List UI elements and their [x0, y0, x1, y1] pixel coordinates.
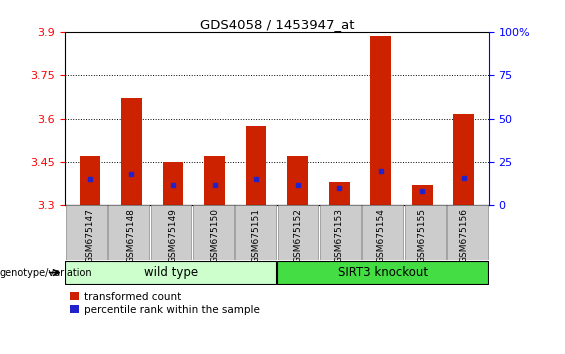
Bar — [108, 205, 149, 260]
Bar — [277, 261, 488, 284]
Bar — [150, 205, 192, 260]
Bar — [235, 205, 276, 260]
Bar — [287, 156, 308, 205]
Bar — [329, 182, 350, 205]
Text: GSM675151: GSM675151 — [251, 208, 260, 263]
Bar — [362, 205, 403, 260]
Text: wild type: wild type — [144, 266, 198, 279]
Text: GSM675156: GSM675156 — [459, 208, 468, 263]
Bar — [412, 185, 433, 205]
Text: SIRT3 knockout: SIRT3 knockout — [338, 266, 428, 279]
Bar — [453, 114, 474, 205]
Bar — [370, 36, 391, 205]
Text: GSM675147: GSM675147 — [85, 208, 94, 263]
Bar — [80, 156, 101, 205]
Text: GSM675154: GSM675154 — [376, 208, 385, 263]
Bar — [447, 205, 488, 260]
Text: GSM675148: GSM675148 — [127, 208, 136, 263]
Text: GSM675149: GSM675149 — [168, 208, 177, 263]
Text: GSM675152: GSM675152 — [293, 208, 302, 263]
Bar — [246, 126, 267, 205]
Bar — [320, 205, 361, 260]
Title: GDS4058 / 1453947_at: GDS4058 / 1453947_at — [199, 18, 354, 31]
Bar — [277, 205, 319, 260]
Bar — [405, 205, 446, 260]
Bar — [121, 98, 142, 205]
Bar — [66, 205, 107, 260]
Legend: transformed count, percentile rank within the sample: transformed count, percentile rank withi… — [70, 292, 259, 315]
Bar — [204, 156, 225, 205]
Bar — [66, 261, 276, 284]
Bar — [163, 162, 184, 205]
Text: GSM675155: GSM675155 — [418, 208, 427, 263]
Text: GSM675150: GSM675150 — [210, 208, 219, 263]
Text: genotype/variation: genotype/variation — [0, 268, 93, 278]
Text: GSM675153: GSM675153 — [334, 208, 344, 263]
Bar — [193, 205, 234, 260]
